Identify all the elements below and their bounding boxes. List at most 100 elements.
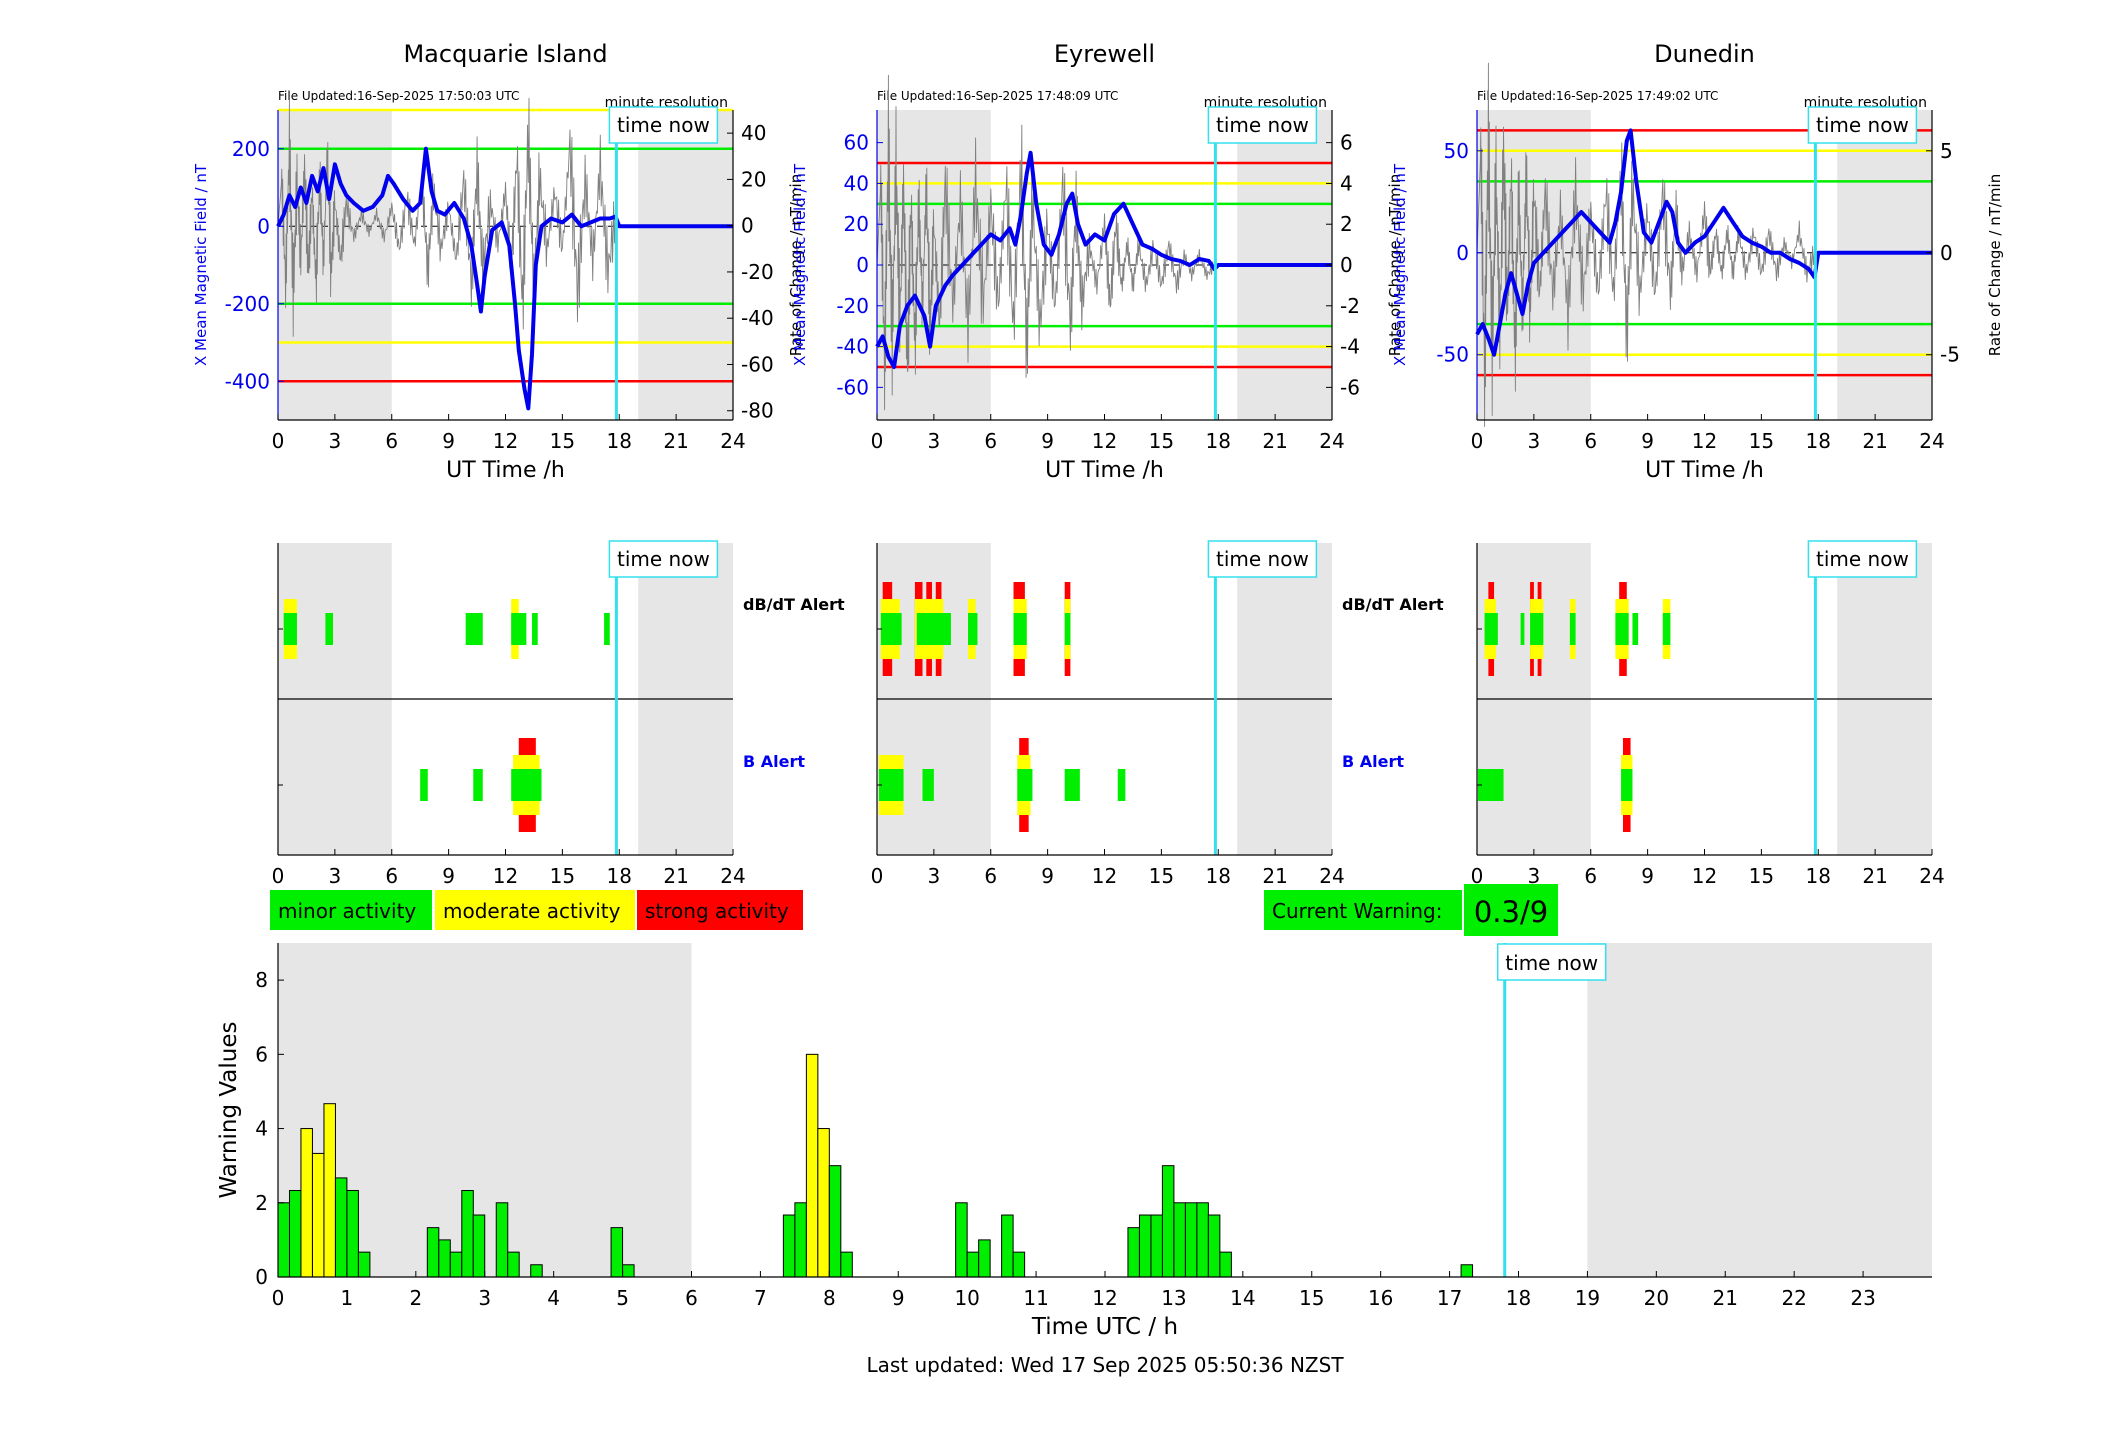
- time-now-box: [1807, 540, 1918, 578]
- mean-field-series: [276, 146, 733, 411]
- x-tick-label: 0: [871, 429, 884, 453]
- x-tick-label: 24: [1319, 429, 1344, 453]
- dbdt-alert-block: [532, 613, 538, 645]
- x-tick-label: 21: [1862, 429, 1887, 453]
- x-tick-label: 17: [1437, 1286, 1462, 1310]
- right-tick-label: 20: [741, 167, 766, 191]
- left-tick-label: 20: [844, 212, 869, 236]
- x-tick-label: 1: [341, 1286, 354, 1310]
- station-title: Eyrewell: [1054, 40, 1155, 68]
- y-tick-label: 2: [255, 1191, 268, 1215]
- current-warning-label: Current Warning:: [1272, 899, 1442, 923]
- b-alert-block: [878, 769, 904, 801]
- x-tick-label: 12: [493, 429, 518, 453]
- time-now-box: [1807, 106, 1918, 144]
- activity-legend: minor activity moderate activity strong ac…: [270, 890, 803, 930]
- left-tick-label: 60: [844, 131, 869, 155]
- time-now-box: [608, 106, 719, 144]
- warning-bar: [805, 1053, 819, 1278]
- warning-bar: [1219, 1251, 1232, 1278]
- x-tick-label: 18: [607, 864, 632, 888]
- warning-bar: [300, 1128, 313, 1278]
- right-tick-label: -2: [1340, 294, 1360, 318]
- left-tick-label: 0: [1456, 241, 1469, 265]
- x-tick-label: 0: [1471, 864, 1484, 888]
- x-tick-label: 21: [663, 864, 688, 888]
- time-now-label: time now: [1505, 951, 1598, 975]
- x-tick-label: 5: [616, 1286, 629, 1310]
- x-tick-label: 6: [984, 429, 997, 453]
- x-tick-label: 16: [1368, 1286, 1393, 1310]
- left-tick-label: -20: [836, 294, 869, 318]
- x-tick-label: 24: [1919, 864, 1944, 888]
- right-tick-label: -20: [741, 260, 774, 284]
- warning-bar: [346, 1190, 359, 1278]
- b-alert-block: [922, 769, 934, 801]
- x-tick-label: 15: [1149, 429, 1174, 453]
- warning-bar: [1196, 1202, 1209, 1278]
- legend-swatch-moderate: [435, 890, 635, 930]
- x-tick-label: 15: [1149, 864, 1174, 888]
- time-now-label: time now: [1216, 113, 1309, 137]
- station-panel-3: Dunedin File Updated:16-Sep-2025 17:49:02…: [1391, 40, 2004, 888]
- time-now-label: time now: [617, 547, 710, 571]
- x-tick-label: 6: [685, 1286, 698, 1310]
- x-tick-label: 18: [1206, 864, 1231, 888]
- legend-label-moderate: moderate activity: [443, 899, 621, 923]
- x-tick-label: 12: [1692, 429, 1717, 453]
- warning-bar: [955, 1202, 968, 1278]
- x-axis-label: UT Time /h: [1045, 458, 1164, 483]
- right-tick-label: 0: [741, 214, 754, 238]
- b-alert-block: [511, 769, 542, 801]
- dbdt-alert-label: dB/dT Alert: [743, 595, 845, 614]
- dbdt-alert-block: [1520, 613, 1525, 645]
- warning-bar: [978, 1239, 991, 1278]
- x-tick-label: 24: [1919, 429, 1944, 453]
- x-tick-label: 6: [1584, 864, 1597, 888]
- left-tick-label: -400: [225, 369, 270, 393]
- x-tick-label: 3: [1528, 864, 1541, 888]
- time-now-label: time now: [1816, 547, 1909, 571]
- dbdt-alert-block: [604, 613, 610, 645]
- file-updated-label: File Updated:16-Sep-2025 17:48:09 UTC: [877, 89, 1118, 103]
- warning-bar: [1161, 1165, 1175, 1278]
- x-tick-label: 18: [1506, 1286, 1531, 1310]
- x-tick-label: 12: [1092, 429, 1117, 453]
- x-tick-label: 13: [1161, 1286, 1186, 1310]
- dbdt-alert-block: [1569, 613, 1576, 645]
- left-tick-label: 200: [232, 137, 270, 161]
- x-tick-label: 10: [954, 1286, 979, 1310]
- right-tick-label: -5: [1940, 343, 1960, 367]
- x-tick-label: 9: [1041, 429, 1054, 453]
- right-tick-label: -60: [741, 352, 774, 376]
- x-tick-label: 22: [1781, 1286, 1806, 1310]
- right-tick-label: 40: [741, 121, 766, 145]
- right-tick-label: 2: [1340, 212, 1353, 236]
- x-tick-label: 15: [550, 864, 575, 888]
- dbdt-alert-block: [880, 613, 902, 645]
- mean-field-series: [1475, 128, 1932, 357]
- right-tick-label: -80: [741, 399, 774, 423]
- dbdt-alert-block: [968, 613, 978, 645]
- rate-of-change-series: [277, 97, 616, 337]
- x-tick-label: 21: [1262, 429, 1287, 453]
- left-tick-label: -50: [1436, 343, 1469, 367]
- time-now-box: [1207, 540, 1318, 578]
- y-tick-label: 6: [255, 1042, 268, 1066]
- dbdt-alert-block: [465, 613, 483, 645]
- b-alert-block: [1017, 769, 1033, 801]
- warning-bar: [277, 1202, 290, 1278]
- x-tick-label: 9: [1041, 864, 1054, 888]
- warning-bar: [1127, 1227, 1140, 1278]
- x-axis-label: UT Time /h: [446, 458, 565, 483]
- x-tick-label: 3: [928, 864, 941, 888]
- warning-bar: [622, 1264, 635, 1278]
- time-now-label: time now: [1216, 547, 1309, 571]
- x-tick-label: 24: [1319, 864, 1344, 888]
- x-tick-label: 21: [1262, 864, 1287, 888]
- right-tick-label: 6: [1340, 131, 1353, 155]
- x-tick-label: 15: [1299, 1286, 1324, 1310]
- warning-bar: [1150, 1214, 1163, 1278]
- x-tick-label: 21: [663, 429, 688, 453]
